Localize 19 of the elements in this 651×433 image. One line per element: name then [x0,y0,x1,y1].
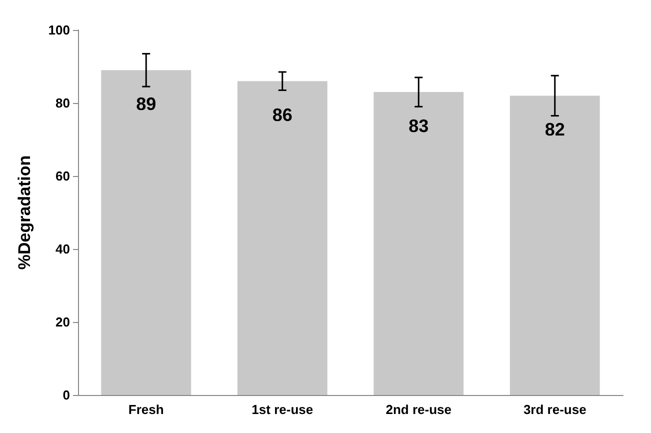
x-tick-label: 3rd re-use [523,402,586,417]
y-tick-label: 60 [56,168,70,184]
x-tick-label: 2nd re-use [386,402,452,417]
data-label: 83 [408,116,429,136]
bar [374,92,464,395]
y-axis-title: %Degradation [15,155,34,270]
bar [510,96,600,395]
data-label: 82 [544,120,565,140]
x-tick-label: 1st re-use [252,402,314,417]
y-tick-label: 40 [56,242,70,256]
x-tick-label: Fresh [128,402,164,417]
bar [101,70,192,395]
y-tick-label: 80 [56,96,70,110]
bar [237,81,328,395]
y-tick-label: 0 [62,388,70,402]
data-label: 86 [272,105,292,126]
y-tick-label: 100 [48,22,70,38]
y-tick-label: 20 [56,314,70,330]
data-label: 89 [136,94,156,114]
